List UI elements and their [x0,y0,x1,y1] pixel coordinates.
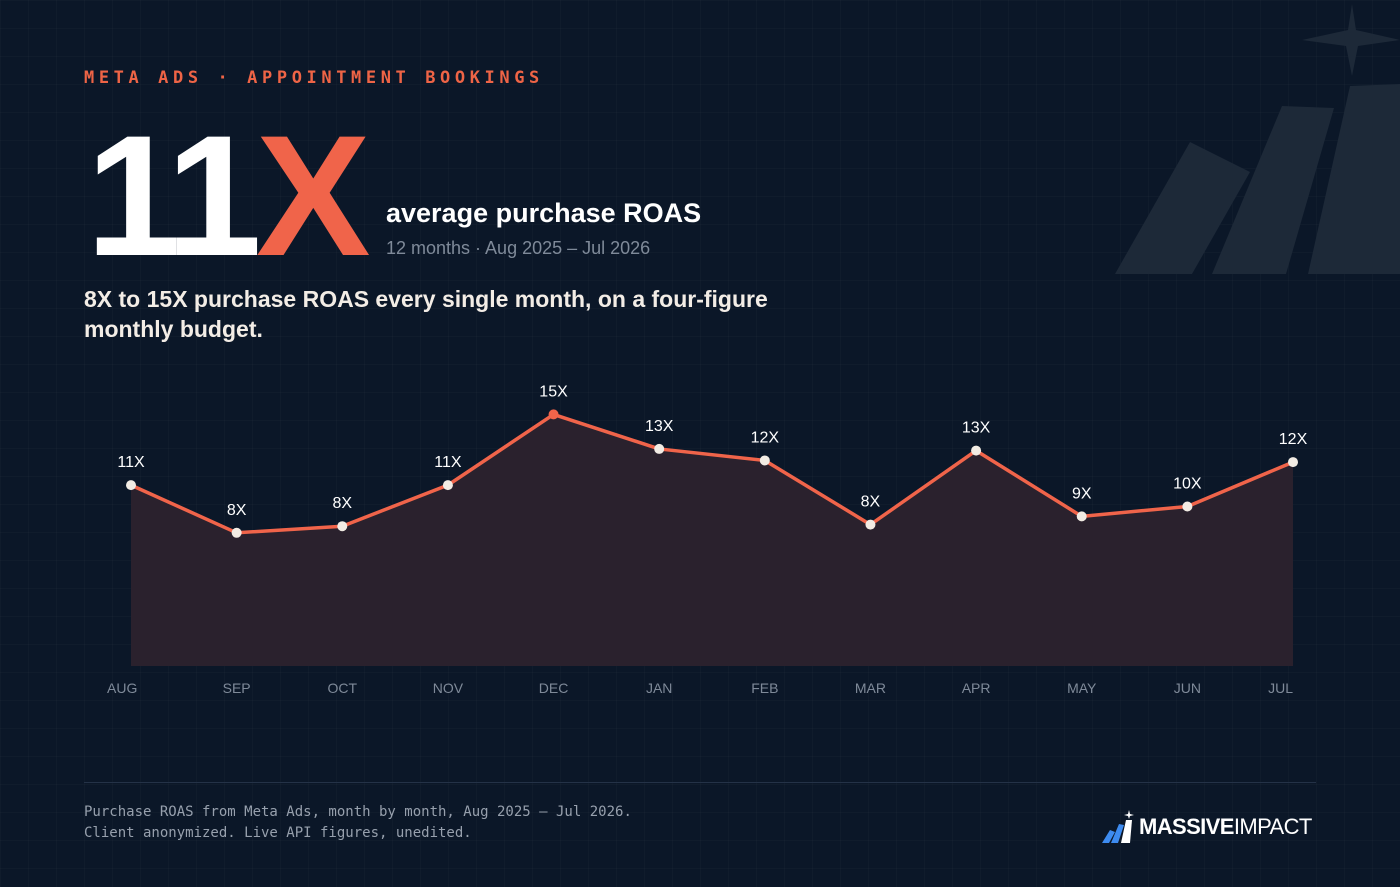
headline: 8X to 15X purchase ROAS every single mon… [84,286,768,342]
chart-point [231,527,242,538]
chart-data-label: 8X [861,494,881,511]
x-tick-label: AUG [107,680,137,696]
hero-metric: 11X [86,110,371,282]
chart-data-label: 13X [645,418,674,435]
x-tick-label: SEP [223,680,251,696]
chart-data-label: 9X [1072,485,1092,502]
chart-data-label: 12X [751,429,780,446]
chart-point [126,480,136,491]
chart-point [442,480,453,491]
chart-point [759,455,770,466]
footer-divider [84,782,1316,783]
eyebrow-label: META ADS · APPOINTMENT BOOKINGS [84,68,544,88]
deco-bar-3 [1308,84,1400,274]
chart-series-line [129,412,1295,535]
chart-data-label: 13X [962,420,991,437]
footnote-line-1: Purchase ROAS from Meta Ads, month by mo… [84,804,632,820]
brand-logo: MASSIVEIMPACT [1100,810,1312,844]
logo-wordmark: MASSIVEIMPACT [1139,814,1312,840]
x-tick-label: MAR [855,680,886,696]
brand-mark-decoration [1115,4,1400,274]
chart-point [1288,457,1298,468]
chart-point [865,519,876,530]
chart-data-label: 8X [332,495,352,512]
x-tick-label: JUL [1268,680,1293,696]
logo-wordmark-bold: MASSIVE [1139,814,1234,839]
deco-bar-2 [1212,106,1334,274]
hero-metric-period: 12 months · Aug 2025 – Jul 2026 [386,238,651,258]
chart-data-label: 11X [434,454,462,471]
chart-point [654,443,665,454]
logo-bars-icon [1102,810,1134,843]
footnote-line-2: Client anonymized. Live API figures, une… [84,825,472,841]
roas-area-chart: 11X 8X 8X 11X 15X 13X 12X 8X 13X 9X 10X 12X AUG SEP OC… [107,383,1308,696]
footnote: Purchase ROAS from Meta Ads, month by mo… [84,802,632,844]
logo-wordmark-light: IMPACT [1233,814,1312,839]
chart-data-label: 8X [227,502,247,519]
hero-number: 11 [86,100,262,292]
chart-data-label: 12X [1279,431,1308,448]
chart-data-label: 15X [539,383,568,400]
chart-point [1182,501,1193,512]
chart-point [548,409,559,420]
chart-data-label: 11X [117,454,145,471]
chart-point [971,445,982,456]
chart-area-fill [131,414,1293,666]
hero-suffix: X [255,100,371,292]
x-tick-label: FEB [751,680,778,696]
chart-data-label: 10X [1173,475,1202,492]
x-tick-label: MAY [1067,680,1097,696]
deco-star-icon [1302,4,1400,76]
deco-bar-1 [1115,142,1250,274]
x-tick-label: OCT [327,680,357,696]
x-tick-label: JAN [646,680,672,696]
chart-point [1076,511,1087,522]
hero-metric-label: average purchase ROAS [386,198,702,228]
x-tick-label: DEC [539,680,569,696]
x-tick-label: JUN [1174,680,1201,696]
x-tick-label: APR [962,680,991,696]
x-tick-label: NOV [433,680,464,696]
chart-point [337,521,348,532]
